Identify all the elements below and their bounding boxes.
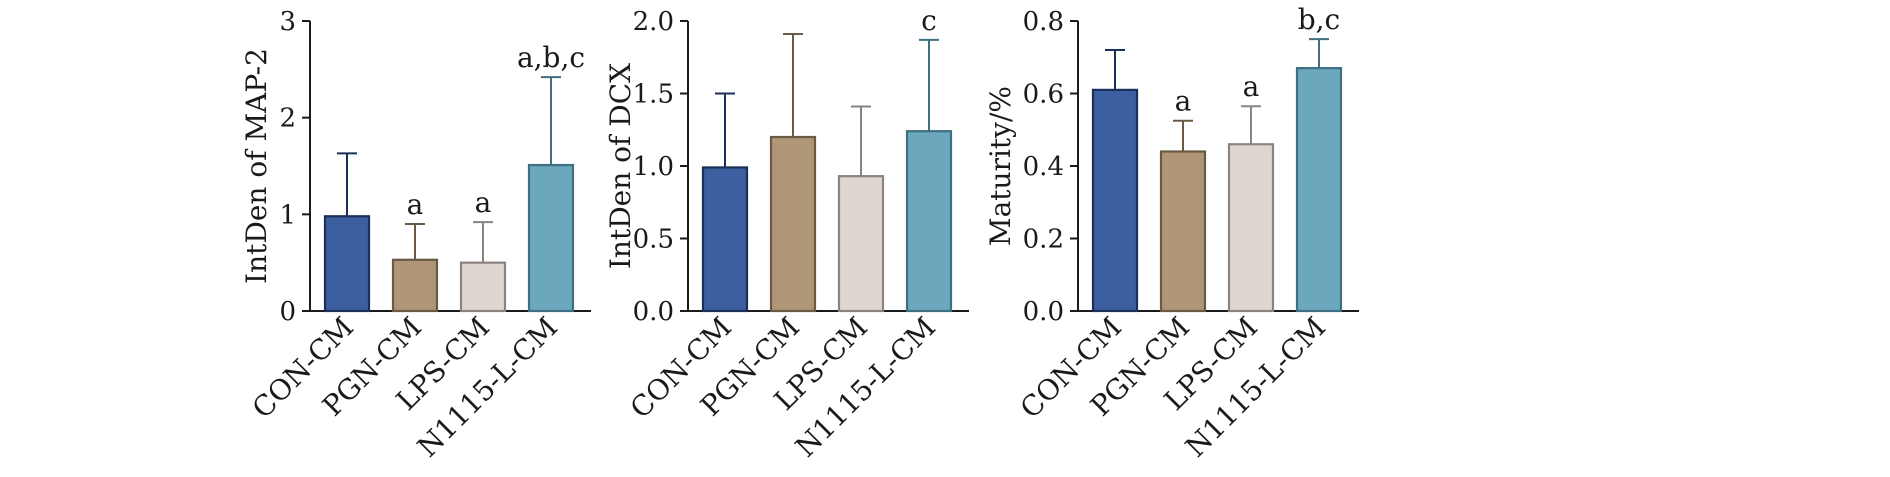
y-tick-label: 0.2 <box>1023 225 1064 255</box>
y-tick-label: 0.5 <box>633 225 674 255</box>
y-tick-label: 0.8 <box>1023 7 1064 37</box>
y-axis-title: IntDen of DCX <box>604 63 637 269</box>
y-tick-label: 0 <box>279 297 296 327</box>
y-tick-label: 3 <box>279 7 296 37</box>
y-tick-label: 0.0 <box>1023 297 1064 327</box>
significance-label: a,b,c <box>517 41 585 74</box>
y-tick-label: 2 <box>279 104 296 134</box>
bar-n1115-l-cm <box>527 163 575 313</box>
bar-con-cm <box>1091 88 1139 313</box>
y-tick-label: 1.0 <box>633 152 674 182</box>
significance-label: c <box>921 4 937 37</box>
significance-label: a <box>475 186 492 219</box>
bar-lps-cm <box>459 261 507 313</box>
bar-lps-cm <box>837 175 885 313</box>
y-tick-label: 0.0 <box>633 297 674 327</box>
significance-label: a <box>1175 85 1192 118</box>
y-axis-title: IntDen of MAP-2 <box>240 48 273 284</box>
y-tick-label: 1.5 <box>633 80 674 110</box>
y-tick-label: 0.4 <box>1023 152 1064 182</box>
bar-lps-cm <box>1227 143 1275 313</box>
y-axis-title: Maturity/% <box>984 86 1017 246</box>
y-tick-label: 1 <box>279 200 296 230</box>
bar-con-cm <box>701 166 749 313</box>
bar-n1115-l-cm <box>1295 67 1343 313</box>
y-tick-label: 0.6 <box>1023 80 1064 110</box>
bar-n1115-l-cm <box>905 130 953 313</box>
bar-pgn-cm <box>1159 150 1207 313</box>
y-tick-label: 2.0 <box>633 7 674 37</box>
bar-pgn-cm <box>391 258 439 313</box>
significance-label: b,c <box>1298 3 1341 36</box>
bar-pgn-cm <box>769 135 817 313</box>
significance-label: a <box>1243 70 1260 103</box>
significance-label: a <box>407 188 424 221</box>
bar-con-cm <box>323 215 371 313</box>
